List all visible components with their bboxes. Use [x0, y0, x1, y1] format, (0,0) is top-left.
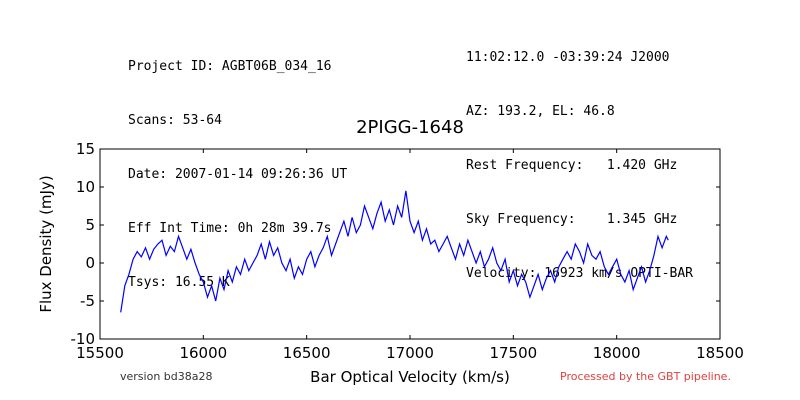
pipeline-note: Processed by the GBT pipeline. — [560, 370, 731, 383]
rest-frequency: Rest Frequency: 1.420 GHz — [466, 158, 678, 173]
version-label: version bd38a28 — [120, 370, 213, 383]
project-id: Project ID: AGBT06B_034_16 — [128, 59, 332, 74]
plot-area: 15500 16000 16500 17000 17500 18000 18500 -10 -5… — [71, 140, 744, 362]
velocity: Velocity: 16923 km/s OPTI-BAR — [466, 266, 693, 281]
x-tick-label: 17000 — [386, 344, 434, 362]
spectrum-line — [120, 190, 669, 313]
x-tick-label: 18000 — [593, 344, 641, 362]
observation-info-right: 11:02:12.0 -03:39:24 J2000 AZ: 193.2, EL… — [466, 13, 693, 301]
y-tick-label: 5 — [85, 216, 95, 234]
y-tick-label: -5 — [80, 292, 95, 310]
scans: Scans: 53-64 — [128, 113, 222, 128]
az-el: AZ: 193.2, EL: 46.8 — [466, 104, 615, 119]
y-tick-label: 0 — [85, 254, 95, 272]
chart-title: 2PIGG-1648 — [356, 117, 464, 138]
plot-frame — [99, 148, 721, 340]
x-tick-label: 16500 — [283, 344, 331, 362]
x-tick-label: 16000 — [179, 344, 227, 362]
coordinates: 11:02:12.0 -03:39:24 J2000 — [466, 50, 670, 65]
observation-info-left: Project ID: AGBT06B_034_16 Scans: 53-64 … — [128, 22, 347, 310]
y-axis-label: Flux Density (mJy) — [37, 175, 55, 312]
date: Date: 2007-01-14 09:26:36 UT — [128, 167, 348, 182]
eff-int-time: Eff Int Time: 0h 28m 39.7s — [128, 221, 332, 236]
x-tick-label: 17500 — [489, 344, 537, 362]
y-tick-label: -10 — [71, 330, 96, 348]
x-tick-label: 15500 — [76, 344, 124, 362]
sky-frequency: Sky Frequency: 1.345 GHz — [466, 212, 678, 227]
y-tick-label: 10 — [76, 178, 95, 196]
x-axis-label: Bar Optical Velocity (km/s) — [310, 368, 510, 386]
y-tick-label: 15 — [76, 140, 95, 158]
x-tick-label: 18500 — [696, 344, 744, 362]
